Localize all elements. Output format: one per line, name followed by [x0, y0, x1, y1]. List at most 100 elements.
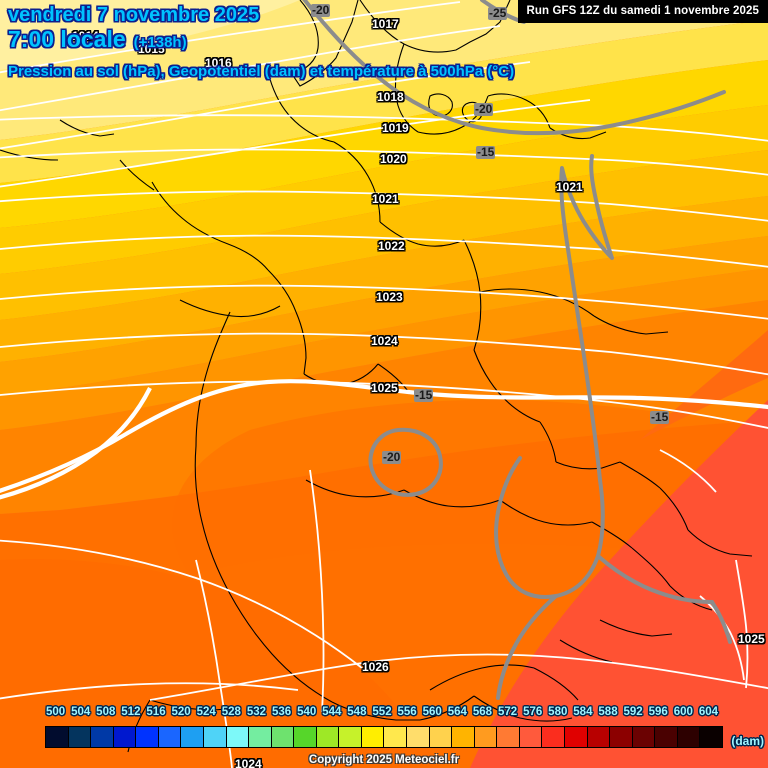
colorbar-tick-label: 512 [121, 706, 141, 718]
colorbar-swatch [113, 727, 137, 747]
colorbar-swatch [497, 727, 520, 747]
isobar-1025b [0, 539, 363, 669]
isobar-se2 [699, 595, 745, 681]
colorbar-tick-label: 568 [472, 706, 493, 718]
colorbar-unit-label: (dam) [731, 734, 764, 748]
colorbar-tick-label: 564 [447, 706, 467, 718]
band-warm-tongue [172, 399, 768, 575]
header-block: vendredi 7 novembre 2025 7:00 locale (+1… [8, 4, 514, 82]
colorbar-tick-label: 572 [497, 706, 518, 718]
colorbar-swatch [542, 727, 565, 747]
map-subtitle: Pression au sol (hPa), Geopotentiel (dam… [8, 63, 515, 80]
colorbar-swatch [226, 727, 250, 747]
isotherm-label: -25 [488, 6, 508, 20]
isobar-branch-fr2 [309, 469, 325, 713]
isobar-1022 [0, 284, 768, 320]
colorbar-tick-label: 580 [548, 706, 568, 718]
colorbar-swatch [452, 727, 475, 747]
isobar-label: 1015 [138, 42, 165, 56]
colorbar-swatch [158, 727, 182, 747]
band-536 [0, 196, 768, 362]
colorbar-swatch [136, 727, 159, 747]
colorbar-swatch [294, 727, 317, 747]
colorbar-tick-label: 540 [297, 706, 317, 718]
colorbar-tick-label: 556 [397, 706, 417, 718]
colorbar-tick-label: 576 [523, 706, 543, 718]
colorbar-tick-label: 544 [322, 706, 342, 718]
isobar-label: 1026 [362, 660, 389, 674]
isobar-label: 1021 [556, 180, 583, 194]
isobar-label: 1022 [378, 239, 405, 253]
colorbar-swatch [474, 727, 498, 747]
coastline-group [0, 0, 753, 753]
isobar-1017 [0, 99, 591, 188]
isobar-label: 1021 [372, 192, 399, 206]
isobar-1026b [0, 682, 299, 700]
colorbar-swatch [361, 727, 385, 747]
isobar-1021 [0, 234, 768, 268]
colorbar-swatch [271, 727, 295, 747]
band-516-red [470, 400, 768, 768]
colorbar-tick-label: 500 [45, 706, 66, 718]
band-519 [0, 559, 440, 768]
colorbar-swatch [564, 727, 588, 747]
copyright-notice: Copyright 2025 Meteociel.fr [308, 754, 460, 766]
forecast-lead-time: (+138h) [133, 34, 187, 51]
colorbar-tick-label: 532 [246, 706, 267, 718]
isotherm-label: -20 [311, 3, 331, 17]
colorbar-tick-label: 560 [422, 706, 442, 718]
isobar-se3 [659, 449, 717, 493]
isobar-1018 [0, 114, 768, 142]
colorbar-tick-label: 524 [196, 706, 216, 718]
isobar-1025-branch [0, 387, 152, 500]
band-560 [0, 0, 300, 70]
colorbar-tick-label: 508 [96, 706, 116, 718]
colorbar-swatch [203, 727, 227, 747]
isotherm-label: -20 [382, 450, 402, 464]
isobar-se [735, 559, 749, 689]
colorbar-swatch [519, 727, 543, 747]
colorbar-tick-label: 592 [623, 706, 643, 718]
colorbar-strip [45, 726, 723, 748]
isotherm-minus15-se [596, 554, 714, 604]
isobar-1025-main [0, 379, 768, 493]
colorbar-swatch [610, 727, 633, 747]
colorbar-swatch [407, 727, 430, 747]
isobar-1016 [0, 61, 531, 150]
isobar-1014 [0, 1, 461, 74]
colorbar-tick-label: 504 [71, 706, 91, 718]
forecast-time: 7:00 locale [8, 26, 126, 52]
isobar-1015 [0, 25, 501, 112]
isobar-1023 [0, 332, 768, 376]
colorbar-swatch [68, 727, 92, 747]
colorbar-swatch [249, 727, 272, 747]
colorbar-tick-label: 604 [698, 706, 719, 718]
isobar-1020 [0, 190, 768, 222]
colorbar-tick-row: 500 504 508 512 516 520 524 528 532 536 540 544 548 5… [0, 706, 768, 724]
colorbar-swatch [91, 727, 114, 747]
isotherm-label: -15 [414, 388, 434, 402]
isotherm-label: -15 [476, 145, 496, 159]
colorbar-swatch [632, 727, 656, 747]
colorbar-swatch [655, 727, 678, 747]
isobar-label: 1014 [72, 29, 99, 43]
band-544 [0, 105, 768, 274]
colorbar-swatch [700, 727, 722, 747]
colorbar-swatch [384, 727, 407, 747]
isobar-1024 [0, 380, 768, 429]
isotherm-label: -20 [474, 102, 494, 116]
isobar-label: 1024 [371, 334, 398, 348]
isotherm-minus20-cell [368, 427, 443, 497]
colorbar-swatch [181, 727, 204, 747]
colorbar-tick-label: 552 [372, 706, 392, 718]
isobar-label: 1024 [235, 757, 262, 768]
colorbar-swatch [316, 727, 340, 747]
colorbar-tick-label: 520 [171, 706, 191, 718]
band-518 [640, 330, 768, 440]
isobar-label: 1025 [738, 632, 765, 646]
colorbar-tick-label: 528 [221, 706, 241, 718]
isobar-label: 1020 [380, 152, 407, 166]
